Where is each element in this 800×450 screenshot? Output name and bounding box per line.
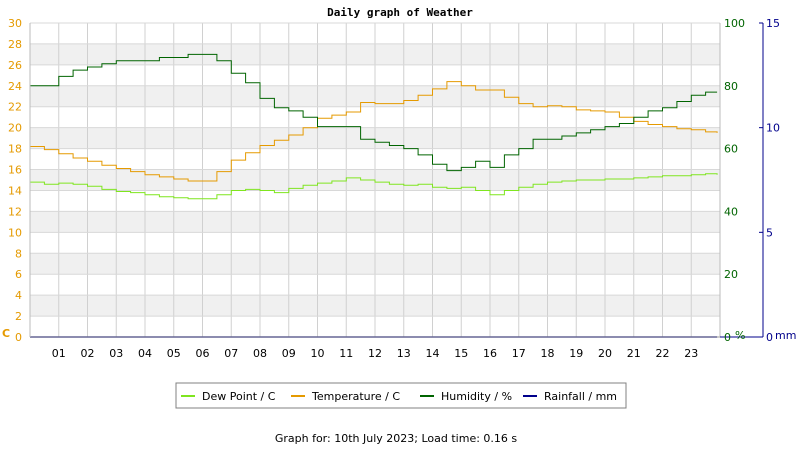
- series-line-dew-point: [30, 173, 718, 200]
- x-tick-label: 10: [311, 347, 325, 360]
- x-tick-label: 13: [397, 347, 411, 360]
- legend-label: Temperature / C: [311, 390, 400, 403]
- x-tick-label: 20: [598, 347, 612, 360]
- left-tick-label: 8: [15, 247, 22, 260]
- legend: Dew Point / C Temperature / C Humidity / %…: [175, 382, 627, 409]
- series-line-humidity: [30, 53, 718, 172]
- left-tick-label: 2: [15, 310, 22, 323]
- left-tick-label: 28: [8, 38, 22, 51]
- humidity-tick-label: 100: [724, 17, 745, 30]
- rainfall-tick-label: 15: [766, 17, 780, 30]
- legend-label: Humidity / %: [441, 390, 512, 403]
- x-tick-label: 12: [368, 347, 382, 360]
- grid-lines: [30, 22, 720, 338]
- legend-label: Rainfall / mm: [544, 390, 617, 403]
- humidity-tick-label: 80: [724, 80, 738, 93]
- humidity-axis-unit: %: [735, 329, 745, 342]
- x-tick-label: 06: [196, 347, 210, 360]
- legend-label: Dew Point / C: [202, 390, 276, 403]
- humidity-tick-label: 20: [724, 268, 738, 281]
- x-tick-label: 18: [541, 347, 555, 360]
- left-tick-label: 26: [8, 59, 22, 72]
- x-tick-label: 01: [52, 347, 66, 360]
- x-tick-label: 07: [224, 347, 238, 360]
- left-tick-label: 4: [15, 289, 22, 302]
- x-tick-label: 23: [684, 347, 698, 360]
- left-tick-label: 6: [15, 268, 22, 281]
- humidity-tick-label: 60: [724, 143, 738, 156]
- left-tick-label: 16: [8, 164, 22, 177]
- x-tick-label: 15: [454, 347, 468, 360]
- x-tick-label: 11: [339, 347, 353, 360]
- chart-title: Daily graph of Weather: [327, 6, 473, 19]
- rainfall-tick-label: 5: [766, 226, 773, 239]
- chart-footer: Graph for: 10th July 2023; Load time: 0.…: [275, 432, 518, 445]
- left-tick-label: 10: [8, 226, 22, 239]
- left-tick-label: 0: [15, 331, 22, 344]
- x-tick-label: 22: [656, 347, 670, 360]
- left-tick-label: 14: [8, 184, 22, 197]
- humidity-tick-label: 40: [724, 205, 738, 218]
- left-tick-label: 20: [8, 122, 22, 135]
- left-tick-label: 30: [8, 17, 22, 30]
- left-axis-unit: C: [2, 327, 10, 340]
- x-tick-label: 09: [282, 347, 296, 360]
- humidity-tick-label: 0: [724, 331, 731, 344]
- rainfall-tick-label: 0: [766, 331, 773, 344]
- x-tick-label: 16: [483, 347, 497, 360]
- x-tick-label: 14: [426, 347, 440, 360]
- axes: [29, 22, 764, 338]
- left-tick-label: 24: [8, 80, 22, 93]
- legend-box: [175, 382, 627, 409]
- x-tick-label: 21: [627, 347, 641, 360]
- x-tick-label: 05: [167, 347, 181, 360]
- rainfall-tick-label: 10: [766, 122, 780, 135]
- x-tick-label: 02: [81, 347, 95, 360]
- x-tick-label: 08: [253, 347, 267, 360]
- left-tick-label: 18: [8, 143, 22, 156]
- rainfall-axis-unit: mm: [775, 329, 796, 342]
- left-tick-label: 22: [8, 101, 22, 114]
- series-line-temperature: [30, 81, 718, 182]
- x-tick-label: 17: [512, 347, 526, 360]
- left-tick-label: 12: [8, 205, 22, 218]
- x-tick-label: 04: [138, 347, 152, 360]
- x-tick-label: 19: [569, 347, 583, 360]
- x-tick-label: 03: [109, 347, 123, 360]
